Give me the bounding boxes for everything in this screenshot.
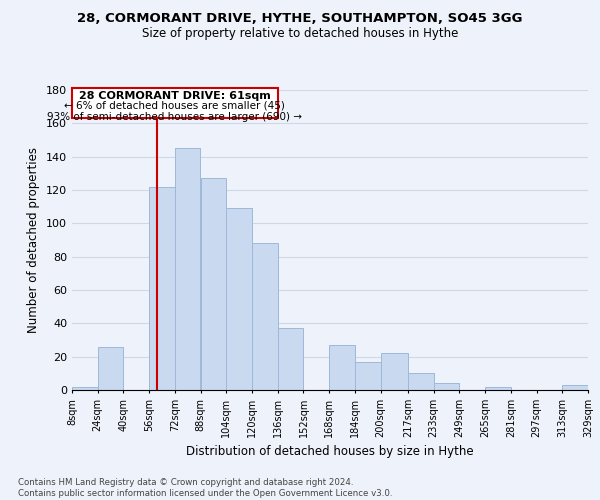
Bar — [278, 328, 304, 390]
Bar — [149, 186, 175, 390]
Text: ← 6% of detached houses are smaller (45): ← 6% of detached houses are smaller (45) — [64, 101, 286, 111]
Bar — [175, 148, 200, 390]
Bar — [562, 385, 588, 390]
Bar — [72, 386, 98, 390]
Bar — [98, 346, 124, 390]
Bar — [226, 208, 252, 390]
FancyBboxPatch shape — [72, 88, 278, 118]
Bar — [408, 374, 434, 390]
Y-axis label: Number of detached properties: Number of detached properties — [28, 147, 40, 333]
Text: 93% of semi-detached houses are larger (690) →: 93% of semi-detached houses are larger (… — [47, 112, 302, 122]
Bar — [355, 362, 380, 390]
Bar — [434, 384, 459, 390]
Bar — [381, 354, 408, 390]
Text: 28 CORMORANT DRIVE: 61sqm: 28 CORMORANT DRIVE: 61sqm — [79, 91, 271, 101]
Text: Contains HM Land Registry data © Crown copyright and database right 2024.
Contai: Contains HM Land Registry data © Crown c… — [18, 478, 392, 498]
Bar — [485, 386, 511, 390]
Bar — [329, 345, 355, 390]
Bar — [252, 244, 278, 390]
Bar — [201, 178, 226, 390]
Text: Size of property relative to detached houses in Hythe: Size of property relative to detached ho… — [142, 28, 458, 40]
Text: 28, CORMORANT DRIVE, HYTHE, SOUTHAMPTON, SO45 3GG: 28, CORMORANT DRIVE, HYTHE, SOUTHAMPTON,… — [77, 12, 523, 26]
X-axis label: Distribution of detached houses by size in Hythe: Distribution of detached houses by size … — [186, 446, 474, 458]
